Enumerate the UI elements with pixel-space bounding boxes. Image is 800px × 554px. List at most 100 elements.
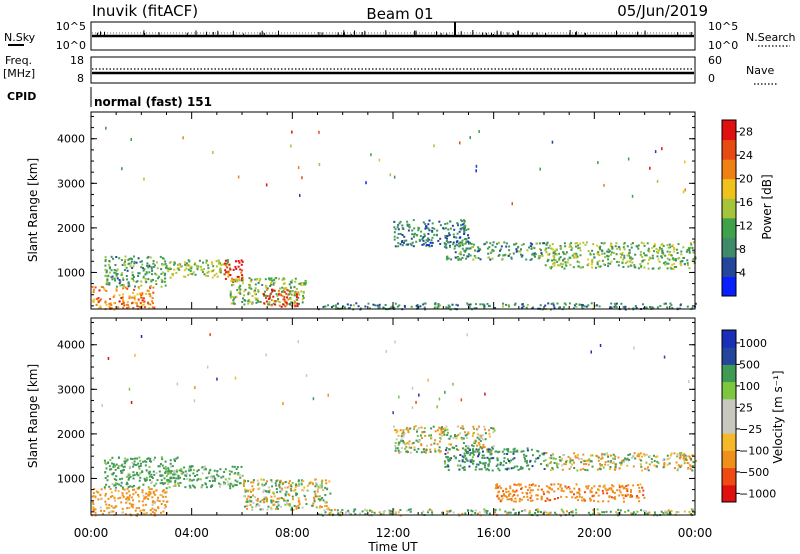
data-cell <box>147 498 150 500</box>
data-cell <box>162 495 165 498</box>
data-cell <box>463 238 466 241</box>
data-cell <box>472 462 475 465</box>
data-cell <box>415 439 418 442</box>
data-cell <box>616 489 619 492</box>
data-cell <box>173 470 176 473</box>
data-cell <box>556 466 559 469</box>
data-cell <box>461 239 464 242</box>
data-cell <box>175 457 178 460</box>
data-cell <box>569 263 572 266</box>
cpid-label: CPID <box>7 90 36 103</box>
data-cell <box>397 233 400 235</box>
data-cell <box>102 287 105 290</box>
data-cell <box>269 292 272 295</box>
data-cell <box>568 243 571 246</box>
data-cell <box>461 227 464 230</box>
data-cell <box>575 483 578 486</box>
data-cell <box>285 490 288 493</box>
data-cell <box>558 264 561 267</box>
data-cell <box>301 298 304 301</box>
data-cell <box>676 252 679 254</box>
data-cell <box>446 428 449 431</box>
data-cell <box>472 258 475 261</box>
data-cell <box>155 283 158 286</box>
data-cell <box>647 469 650 472</box>
data-cell <box>179 476 181 479</box>
colorbar-segment <box>722 433 736 451</box>
data-cell <box>433 227 436 230</box>
data-cell <box>476 444 478 447</box>
data-cell <box>571 496 574 499</box>
data-cell <box>508 249 511 252</box>
data-cell <box>184 486 187 489</box>
data-cell <box>97 491 100 494</box>
data-cell <box>298 293 301 296</box>
data-cell <box>177 477 180 480</box>
data-cell <box>120 471 123 474</box>
data-cell <box>568 467 571 470</box>
data-cell <box>126 499 129 502</box>
data-cell <box>144 479 147 482</box>
data-cell <box>235 295 238 298</box>
data-cell <box>230 302 233 305</box>
data-cell <box>473 427 475 430</box>
data-cell <box>420 230 423 233</box>
data-cell <box>125 513 127 516</box>
data-cell <box>289 297 292 300</box>
data-cell <box>551 259 554 262</box>
data-cell <box>447 431 449 434</box>
data-cell <box>300 282 303 284</box>
data-cell <box>556 464 558 467</box>
data-cell <box>537 450 540 453</box>
data-cell <box>113 506 116 509</box>
data-cell <box>153 512 156 515</box>
data-cell <box>265 286 268 289</box>
data-cell <box>561 510 564 513</box>
data-cell <box>207 476 210 478</box>
data-cell <box>439 304 442 307</box>
data-cell <box>247 302 250 305</box>
data-cell <box>138 500 141 503</box>
data-cell <box>519 467 522 470</box>
data-cell <box>278 277 280 280</box>
data-cell <box>508 493 510 496</box>
data-cell <box>426 244 428 246</box>
data-cell <box>136 280 139 283</box>
data-cell <box>124 462 127 465</box>
data-cell <box>485 509 488 512</box>
data-cell <box>300 483 303 486</box>
data-cell <box>211 263 214 265</box>
data-cell <box>552 304 555 307</box>
data-cell <box>522 305 525 308</box>
data-cell <box>168 481 171 484</box>
data-cell <box>384 304 387 306</box>
data-cell <box>143 497 146 500</box>
data-cell <box>244 505 246 508</box>
data-cell <box>481 447 484 450</box>
data-cell <box>228 274 231 277</box>
data-cell <box>270 508 273 511</box>
data-cell <box>319 505 322 508</box>
data-cell <box>278 485 281 488</box>
data-cell <box>314 485 317 488</box>
data-cell <box>284 480 287 483</box>
data-cell <box>672 257 675 260</box>
data-cell <box>613 461 615 464</box>
data-cell <box>367 302 370 305</box>
data-cell <box>220 263 223 266</box>
data-cell <box>504 468 507 471</box>
data-cell <box>354 513 357 516</box>
data-cell <box>558 456 561 459</box>
data-cell <box>452 511 455 514</box>
data-cell <box>457 513 460 516</box>
data-cell <box>235 267 238 270</box>
data-cell <box>150 267 153 270</box>
data-cell <box>580 303 583 306</box>
data-cell <box>190 267 193 270</box>
data-cell <box>587 459 589 462</box>
data-cell <box>467 247 470 250</box>
data-cell <box>210 270 213 273</box>
data-cell <box>191 273 194 276</box>
data-cell <box>234 472 237 475</box>
data-cell <box>667 512 670 515</box>
